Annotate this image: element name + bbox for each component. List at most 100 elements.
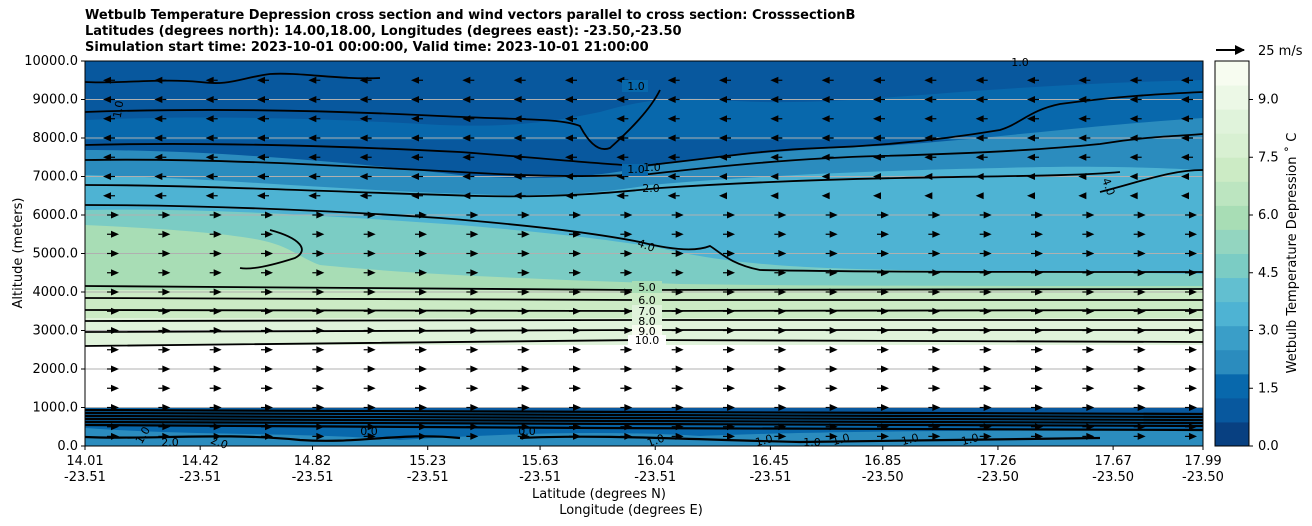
x-tick-label-lat: 14.01 [66,454,103,469]
x-tick-label-lat: 17.67 [1095,454,1132,469]
wind-vector [983,288,992,296]
contour-4-right [1099,169,1203,193]
colorbar-band [1215,85,1249,110]
wind-vector [821,96,830,103]
wind-vector [1035,230,1043,238]
wind-vector [1137,230,1146,238]
x-axis-label-latitude: Latitude (degrees N) [532,487,666,502]
wind-vector [624,230,633,238]
wind-vector [111,365,119,373]
wind-vector [881,327,889,334]
wind-vector [1086,211,1095,219]
wind-vector [1189,384,1197,392]
y-tick-label: 1000.0 [33,401,79,416]
wind-vector [983,432,992,440]
wind-vector [1137,211,1146,219]
wind-vector [675,230,684,238]
wind-vector [624,432,633,440]
wind-vector [1027,153,1035,161]
wind-vector [983,423,992,431]
wind-vector [213,327,222,334]
wind-vector [111,288,119,296]
wind-vector [778,211,787,219]
wind-vector [1189,432,1197,440]
wind-vector [932,365,941,373]
contour-label: 1.0 [803,436,821,449]
wind-vector [359,192,368,200]
wind-vector [521,230,530,238]
wind-vector [1035,432,1043,440]
wind-vector [513,96,522,103]
contour-1-top-right [1060,56,1203,60]
wind-vector [829,404,838,411]
wind-vector [265,269,273,277]
wind-vector [821,115,830,123]
wind-vector [162,288,171,296]
wind-vector [205,134,214,142]
wind-vector [205,173,214,180]
wind-vector [470,384,479,392]
wind-vector [1035,404,1043,411]
wind-vector [932,384,941,392]
wind-vector [1086,327,1095,334]
wind-vector [1086,250,1095,257]
wind-vector [419,327,427,334]
wind-vector [265,423,273,431]
wind-vector [257,134,265,142]
wind-vector [821,192,830,200]
wind-vector [1137,288,1146,296]
wind-vector [1181,173,1189,180]
x-tick-label-lat: 17.26 [979,454,1016,469]
wind-vector [1189,346,1197,354]
wind-vector [521,423,530,431]
wind-vector [213,250,222,257]
wind-vector [1086,432,1095,440]
wind-vector [983,230,992,238]
y-tick-label: 6000.0 [33,208,79,223]
wind-vector [521,404,530,411]
wind-vector [727,384,735,392]
wind-vector [1086,346,1095,354]
wind-vector [162,250,171,257]
wind-vector [1189,307,1197,315]
contour-label: 1.0 [627,163,645,176]
wind-vector [1129,96,1138,103]
x-tick-label-lon: -23.51 [634,470,676,485]
wind-vector [975,134,984,142]
wind-vector [419,211,427,219]
contour-label: 1.0 [643,161,661,174]
wind-vector [162,230,171,238]
wind-vector [1035,288,1043,296]
wind-vector [1027,192,1035,200]
wind-vector [829,384,838,392]
wind-vector [1027,96,1035,103]
wind-vector [162,423,171,431]
contour-label: 7.0 [638,305,656,318]
wind-vector [770,173,779,180]
wind-vector [881,307,889,315]
wind-vector [316,211,325,219]
wind-vector [821,173,830,180]
wind-vector [162,404,171,411]
wind-vector [521,211,530,219]
wind-vector [1129,134,1138,142]
wind-vector [829,346,838,354]
wind-vector [924,173,933,180]
wind-vector [154,134,163,142]
wind-vector [932,404,941,411]
wind-vector [932,269,941,277]
wind-vector [513,192,522,200]
contour-upper-1 [85,89,661,150]
wind-vector [821,134,830,142]
wind-vector [573,432,581,440]
wind-vector [924,96,933,103]
wind-vector [932,288,941,296]
wind-vector [924,134,933,142]
colorbar [1215,61,1249,447]
wind-vector [316,230,325,238]
wind-vector [873,153,881,161]
wind-vector [470,327,479,334]
x-tick-label-lon: -23.51 [519,470,561,485]
wind-vector [881,269,889,277]
wind-vector [675,423,684,431]
